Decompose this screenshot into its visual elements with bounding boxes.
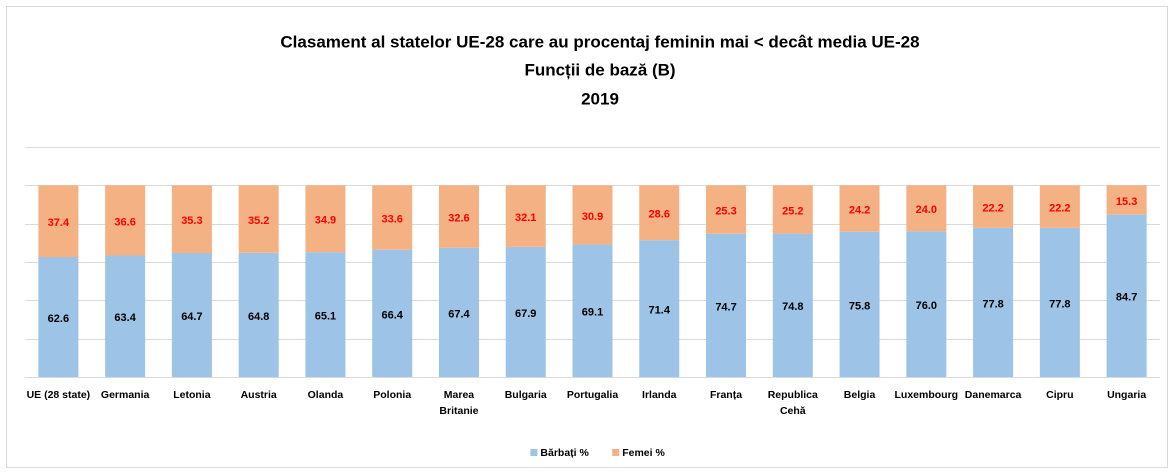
bar-segment xyxy=(639,240,680,377)
value-label: 35.2 xyxy=(248,215,269,227)
value-label: 15.3 xyxy=(1116,196,1137,208)
value-label: 84.7 xyxy=(1116,292,1137,304)
bar-segment xyxy=(305,185,346,253)
bar-segment xyxy=(238,252,279,377)
value-label: 65.1 xyxy=(315,311,336,323)
x-tick-label: Letonia xyxy=(173,389,211,401)
chart-title: Clasament al statelor UE-28 care au proc… xyxy=(280,32,919,51)
bar-segment xyxy=(572,185,613,245)
x-tick-label: Danemarca xyxy=(964,389,1022,401)
x-tick-label: Luxembourg xyxy=(894,389,959,401)
value-label: 25.2 xyxy=(782,205,803,217)
value-label: 22.2 xyxy=(982,203,1003,215)
value-label: 24.0 xyxy=(916,204,937,216)
x-tick-label: Marea Britanie xyxy=(439,389,479,417)
value-label: 64.8 xyxy=(248,311,269,323)
bar-segment xyxy=(572,244,613,377)
bar-segment xyxy=(706,185,747,234)
value-label: 77.8 xyxy=(1049,298,1070,310)
x-tick-label: Cipru xyxy=(1046,389,1074,401)
x-tick-label: Ungaria xyxy=(1107,389,1147,401)
value-label: 74.7 xyxy=(715,301,736,313)
bar-segment xyxy=(438,247,479,377)
bar-segment xyxy=(1039,185,1080,228)
value-label: 69.1 xyxy=(582,307,603,319)
bar-segment xyxy=(839,231,880,377)
value-label: 24.2 xyxy=(849,204,870,216)
value-label: 28.6 xyxy=(649,209,670,221)
bar-segment xyxy=(38,257,79,377)
x-tick-label: Polonia xyxy=(373,389,412,401)
value-label: 74.8 xyxy=(782,301,803,313)
value-label: 63.4 xyxy=(114,312,136,324)
legend-swatch xyxy=(612,449,620,456)
bar-segment xyxy=(906,185,947,232)
chart-subtitle: Funcții de bază (B) xyxy=(524,60,675,79)
bar-segment xyxy=(372,249,413,377)
bar-segment xyxy=(639,185,680,241)
chart-year: 2019 xyxy=(581,89,619,108)
x-tick-label: Olanda xyxy=(307,389,344,401)
x-tick-label: Republica Cehă xyxy=(767,389,818,417)
bar-segment xyxy=(105,185,146,256)
bar-segment xyxy=(973,185,1014,228)
value-label: 67.4 xyxy=(448,308,470,320)
bar-segment xyxy=(305,252,346,377)
x-tick-label: Belgia xyxy=(843,389,876,401)
value-label: 32.1 xyxy=(515,212,536,224)
x-tick-label: Portugalia xyxy=(566,389,619,401)
bar-segment xyxy=(973,227,1014,377)
legend-swatch xyxy=(530,449,538,456)
value-label: 77.8 xyxy=(982,298,1003,310)
value-label: 76.0 xyxy=(916,300,937,312)
bar-segment xyxy=(38,185,79,258)
value-label: 30.9 xyxy=(582,211,603,223)
bar-segment xyxy=(505,185,546,247)
bar-segment xyxy=(772,185,813,234)
x-tick-label: Franța xyxy=(709,389,743,401)
bar-segment xyxy=(772,233,813,377)
bar-segment xyxy=(706,233,747,377)
bar-segment xyxy=(505,246,546,377)
value-label: 34.9 xyxy=(315,215,336,227)
value-label: 33.6 xyxy=(381,213,402,225)
value-label: 75.8 xyxy=(849,300,870,312)
value-label: 22.2 xyxy=(1049,203,1070,215)
legend-label: Bărbați % xyxy=(540,447,589,459)
x-tick-label: Germania xyxy=(100,389,150,401)
bar-segment xyxy=(1106,185,1147,215)
value-label: 71.4 xyxy=(649,304,671,316)
x-tick-label: Austria xyxy=(240,389,277,401)
value-label: 67.9 xyxy=(515,308,536,320)
bar-segment xyxy=(171,252,212,377)
x-tick-label: Irlanda xyxy=(642,389,677,401)
value-label: 62.6 xyxy=(48,313,69,325)
value-label: 35.3 xyxy=(181,215,202,227)
x-tick-label: UE (28 state) xyxy=(26,389,91,401)
value-label: 64.7 xyxy=(181,311,202,323)
value-label: 37.4 xyxy=(48,217,70,229)
value-label: 66.4 xyxy=(381,309,403,321)
x-tick-label: Bulgaria xyxy=(504,389,547,401)
bar-segment xyxy=(438,185,479,248)
bar-segment xyxy=(171,185,212,253)
bar-segment xyxy=(1039,227,1080,377)
bar-segment xyxy=(839,185,880,232)
bar-segment xyxy=(1106,214,1147,377)
legend-label: Femei % xyxy=(622,447,665,459)
value-label: 25.3 xyxy=(715,205,736,217)
value-label: 36.6 xyxy=(114,216,135,228)
bar-segment xyxy=(105,255,146,377)
value-label: 32.6 xyxy=(448,212,469,224)
bar-segment xyxy=(906,231,947,377)
bar-segment xyxy=(372,185,413,250)
bar-segment xyxy=(238,185,279,253)
